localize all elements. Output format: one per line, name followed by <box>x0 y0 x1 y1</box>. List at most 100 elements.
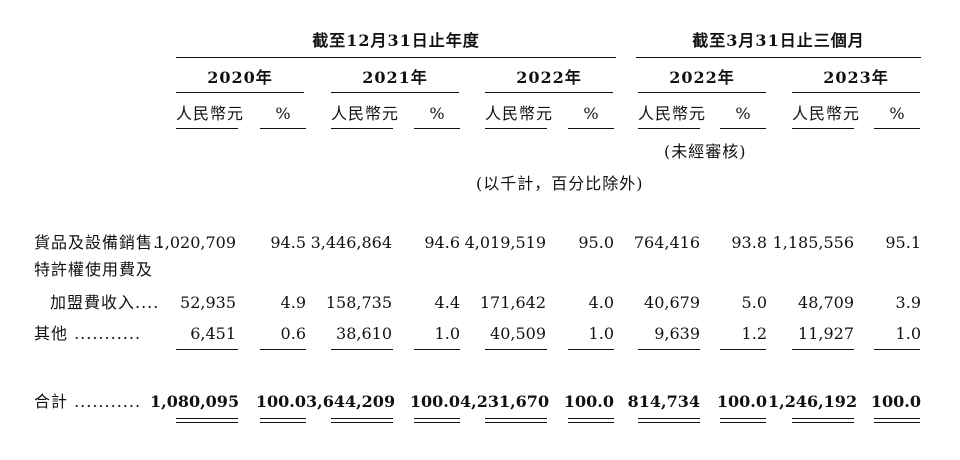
cell-pct: 95.1 <box>885 233 921 252</box>
subtotal-underline <box>568 349 614 350</box>
total-double-underline <box>331 418 393 419</box>
period-underline-2022 <box>485 92 613 93</box>
cell-value: 764,416 <box>633 233 700 252</box>
total-double-underline <box>260 422 306 423</box>
cell-value: 52,935 <box>180 293 236 312</box>
total-double-underline <box>260 418 306 419</box>
subtotal-underline <box>260 349 306 350</box>
total-pct: 100.0 <box>255 392 306 411</box>
cell-value: 4,019,519 <box>464 233 546 252</box>
cell-value: 40,679 <box>644 293 700 312</box>
pct-underline <box>568 128 614 129</box>
cell-value: 11,927 <box>798 324 854 343</box>
total-double-underline <box>638 422 700 423</box>
subtotal-underline <box>331 349 393 350</box>
total-double-underline <box>720 418 766 419</box>
period-header-2023-q1: 2023年 <box>823 68 889 87</box>
group-header-quarter: 截至3月31日止三個月 <box>692 31 865 50</box>
period-header-2020: 2020年 <box>207 68 273 87</box>
currency-header: 人民幣元 <box>485 104 554 123</box>
total-pct: 100.0 <box>716 392 767 411</box>
total-double-underline <box>874 418 920 419</box>
total-double-underline <box>792 418 854 419</box>
total-value: 3,644,209 <box>306 392 396 411</box>
total-value: 814,734 <box>627 392 700 411</box>
cell-pct: 1.0 <box>434 324 460 343</box>
period-underline-2022-q1 <box>638 92 766 93</box>
period-underline-2021 <box>331 92 459 93</box>
row-label: 特許權使用費及 <box>34 260 154 279</box>
total-pct: 100.0 <box>870 392 921 411</box>
subtotal-underline <box>414 349 460 350</box>
cell-pct: 3.9 <box>895 293 921 312</box>
total-double-underline <box>414 418 460 419</box>
total-double-underline <box>874 422 920 423</box>
period-underline-2023-q1 <box>792 92 920 93</box>
total-pct: 100.0 <box>563 392 614 411</box>
total-double-underline <box>568 422 614 423</box>
pct-header: % <box>429 104 445 123</box>
total-double-underline <box>331 422 393 423</box>
cell-value: 3,446,864 <box>310 233 392 252</box>
cell-value: 1,020,709 <box>154 233 236 252</box>
cell-pct: 0.6 <box>280 324 306 343</box>
cell-value: 171,642 <box>479 293 546 312</box>
total-double-underline <box>414 422 460 423</box>
total-double-underline <box>568 418 614 419</box>
total-pct: 100.0 <box>409 392 460 411</box>
cell-pct: 1.0 <box>895 324 921 343</box>
cell-pct: 4.0 <box>588 293 614 312</box>
cell-value: 6,451 <box>190 324 236 343</box>
subtotal-underline <box>720 349 766 350</box>
currency-underline <box>176 128 238 129</box>
cell-value: 38,610 <box>336 324 392 343</box>
cell-pct: 94.5 <box>270 233 306 252</box>
pct-header: % <box>889 104 905 123</box>
pct-underline <box>414 128 460 129</box>
cell-pct: 4.9 <box>280 293 306 312</box>
subtotal-underline <box>485 349 547 350</box>
cell-pct: 1.2 <box>741 324 767 343</box>
cell-pct: 5.0 <box>741 293 767 312</box>
cell-value: 48,709 <box>798 293 854 312</box>
subtotal-underline <box>638 349 700 350</box>
pct-underline <box>874 128 920 129</box>
period-header-2022-q1: 2022年 <box>669 68 735 87</box>
period-underline-2020 <box>176 92 304 93</box>
cell-value: 1,185,556 <box>772 233 854 252</box>
cell-pct: 4.4 <box>434 293 460 312</box>
subtotal-underline <box>176 349 238 350</box>
total-double-underline <box>720 422 766 423</box>
total-double-underline <box>176 422 238 423</box>
pct-header: % <box>583 104 599 123</box>
cell-value: 158,735 <box>325 293 392 312</box>
cell-value: 9,639 <box>654 324 700 343</box>
cell-value: 40,509 <box>490 324 546 343</box>
unit-note: (以千計，百分比除外) <box>476 174 644 193</box>
group-header-year: 截至12月31日止年度 <box>312 31 480 50</box>
total-value: 1,246,192 <box>768 392 858 411</box>
total-double-underline <box>176 418 238 419</box>
row-label: 其他 ........... <box>34 324 142 343</box>
group-underline-year <box>176 57 616 58</box>
total-double-underline <box>485 418 547 419</box>
period-header-2022: 2022年 <box>516 68 582 87</box>
subtotal-underline <box>874 349 920 350</box>
total-double-underline <box>638 418 700 419</box>
row-label: 貨品及設備銷售.. <box>34 233 166 252</box>
currency-header: 人民幣元 <box>176 104 245 123</box>
total-double-underline <box>792 422 854 423</box>
currency-header: 人民幣元 <box>331 104 400 123</box>
currency-header: 人民幣元 <box>792 104 861 123</box>
pct-underline <box>260 128 306 129</box>
total-label: 合計 ........... <box>34 392 142 411</box>
subtotal-underline <box>792 349 854 350</box>
total-double-underline <box>485 422 547 423</box>
cell-pct: 1.0 <box>588 324 614 343</box>
unaudited-note: (未經審核) <box>664 142 747 161</box>
currency-underline <box>485 128 547 129</box>
currency-header: 人民幣元 <box>638 104 707 123</box>
pct-underline <box>720 128 766 129</box>
period-header-2021: 2021年 <box>362 68 428 87</box>
pct-header: % <box>275 104 291 123</box>
